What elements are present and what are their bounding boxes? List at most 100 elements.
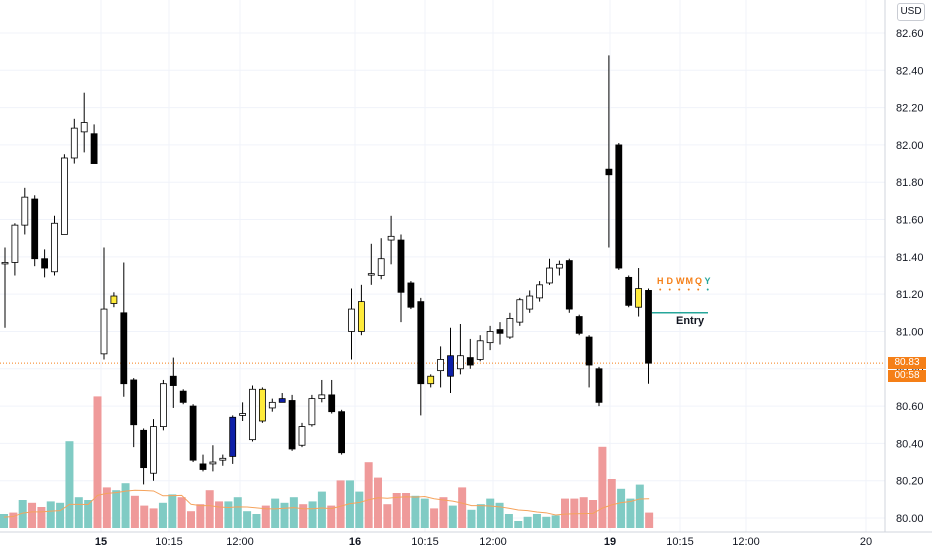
candle-body (318, 394, 326, 400)
timeframe-dot: • (678, 287, 681, 294)
volume-bar (224, 501, 233, 528)
volume-bar (102, 487, 111, 528)
candle-body (615, 144, 623, 269)
volume-bar (448, 505, 457, 528)
candle-body (21, 196, 29, 226)
volume-bar (626, 498, 635, 528)
candle-body (645, 290, 652, 364)
candle-body (328, 394, 336, 413)
volume-bar (56, 502, 65, 528)
timeframe-letter: Q (695, 276, 703, 286)
candle-body (565, 260, 573, 310)
candle-body (486, 331, 494, 344)
volume-bar (561, 498, 569, 528)
x-tick-label: 10:15 (155, 536, 183, 548)
y-tick-label: 82.00 (896, 140, 924, 152)
volume-bar (420, 498, 429, 528)
candle-body (506, 318, 514, 338)
volume-bar (187, 511, 195, 528)
candle-body (407, 282, 415, 308)
candle-body (130, 379, 138, 426)
timeframe-letter: W (676, 276, 685, 286)
volume-bar (439, 497, 448, 528)
candle-body (110, 295, 118, 304)
y-tick-label: 80.20 (896, 476, 924, 488)
timeframe-letter: M (685, 276, 694, 286)
volume-bar (299, 504, 308, 528)
candle-body (526, 295, 534, 310)
volume-bar (93, 396, 102, 528)
candle-body (556, 263, 563, 269)
volume-bar (84, 500, 93, 528)
volume-bar (233, 497, 242, 528)
volume-bar (645, 512, 654, 528)
currency-button[interactable]: USD (897, 3, 925, 21)
volume-bar (504, 514, 513, 528)
timeframe-dot: • (687, 287, 690, 294)
candle-body (546, 267, 553, 284)
volume-bar (158, 502, 167, 528)
last-price-badge: 80.83 (888, 357, 926, 369)
y-tick-label: 82.20 (896, 103, 924, 115)
x-tick-label: 15 (95, 536, 107, 548)
volume-bar (467, 509, 476, 528)
time-axis[interactable]: 15 10:15 12:00 16 10:15 12:00 19 10:15 12:00 20 (0, 531, 932, 548)
candle-body (229, 416, 237, 457)
candle-body (41, 258, 48, 269)
candle-body (120, 312, 128, 385)
volume-bar (523, 516, 532, 528)
candle-body (625, 276, 633, 306)
candle-body (348, 308, 355, 332)
volume-bar (392, 493, 401, 528)
candle-body (219, 457, 227, 461)
volume-bar (243, 511, 252, 528)
volume-bar (0, 514, 8, 528)
candle-body (199, 463, 207, 470)
candle-body (417, 301, 425, 385)
candle-body (397, 239, 405, 293)
price-axis[interactable]: 82.60 82.40 82.20 82.00 81.80 81.60 81.40 81.20… (884, 0, 924, 532)
volume-bar (411, 495, 420, 528)
volume-bar (486, 498, 495, 528)
volume-bar (149, 508, 158, 528)
candle-body (585, 336, 593, 366)
volume-ma-path (3, 489, 650, 518)
candle-body (239, 413, 247, 416)
volume-bar (112, 490, 121, 528)
candle-body (11, 224, 19, 263)
volume-bar (542, 516, 551, 528)
volume-bar (74, 497, 83, 528)
candle-body (635, 288, 642, 308)
candles (1, 55, 652, 485)
volume-bar (551, 515, 560, 528)
candle-body (1, 262, 9, 265)
candle-body (278, 398, 286, 403)
volume-bar (355, 491, 364, 528)
x-tick-label: 12:00 (479, 536, 507, 548)
candle-body (308, 398, 316, 426)
candle-body (476, 340, 484, 360)
candle-body (140, 429, 148, 469)
volume-bar (336, 480, 345, 528)
volume-bar (46, 501, 55, 528)
candle-body (268, 401, 276, 409)
candle-body (437, 359, 445, 372)
volume-bar (364, 462, 373, 528)
x-tick-label: 10:15 (666, 536, 694, 548)
candle-body (70, 127, 78, 159)
timeframe-letter: D (666, 276, 674, 286)
volume-bar (196, 504, 205, 528)
volume-bar (9, 512, 18, 528)
volume-bar (121, 483, 130, 528)
x-tick-label: 16 (349, 536, 361, 548)
volume-bar (579, 497, 588, 528)
y-tick-label: 80.60 (896, 401, 924, 413)
candle-body (605, 168, 613, 176)
volume-bar (168, 494, 177, 528)
volume-bar (37, 507, 46, 528)
volume-bar (289, 497, 298, 528)
volume-bar (476, 504, 485, 528)
candle-body (536, 284, 543, 299)
candle-body (169, 375, 177, 386)
